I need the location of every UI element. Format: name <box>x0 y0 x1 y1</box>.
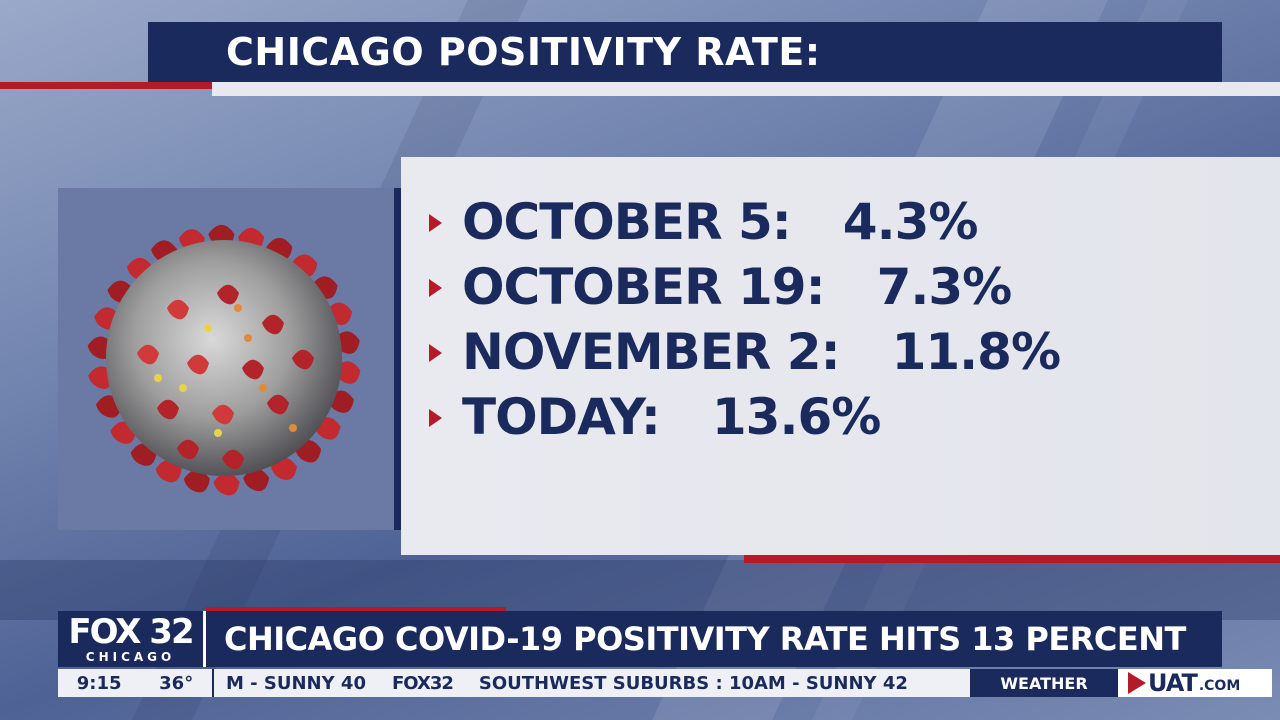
ticker-segment: M - SUNNY 40 <box>226 672 366 694</box>
page-title: CHICAGO POSITIVITY RATE: <box>226 30 821 74</box>
list-item: TODAY: 13.6% <box>429 384 1060 449</box>
list-item: NOVEMBER 2: 11.8% <box>429 319 1061 384</box>
ticker-time-temp: 9:15 36° <box>58 669 212 697</box>
headline-text: CHICAGO COVID-19 POSITIVITY RATE HITS 13… <box>224 620 1186 658</box>
positivity-panel: OCTOBER 5: 4.3% OCTOBER 19: 7.3% NOVEMBE… <box>401 157 1280 555</box>
virus-image-panel <box>58 188 400 530</box>
weather-label: WEATHER <box>970 669 1118 697</box>
bullet-triangle-icon <box>429 343 442 362</box>
rate-value: 4.3% <box>842 192 979 251</box>
logo-sub: CHICAGO <box>85 650 176 664</box>
headline-box: CHICAGO COVID-19 POSITIVITY RATE HITS 13… <box>206 611 1222 667</box>
panel-red-accent <box>744 555 1280 563</box>
ticker-fox-logo: FOX32 <box>391 672 454 694</box>
virus-spike <box>292 349 314 370</box>
virus-surface-dot <box>154 374 162 382</box>
list-item: OCTOBER 5: 4.3% <box>429 189 1060 254</box>
virus-spike <box>217 284 239 305</box>
virus-spike <box>167 299 189 320</box>
virus-spike <box>137 344 159 365</box>
sponsor-name: UAT <box>1148 669 1198 697</box>
virus-spike <box>212 404 234 425</box>
date-label: OCTOBER 19: <box>462 257 826 316</box>
virus-surface-dot <box>204 324 212 332</box>
sponsor-tld: .COM <box>1198 678 1241 694</box>
virus-spike <box>177 439 199 460</box>
virus-surface-dot <box>289 424 297 432</box>
fox32-logo: FOX 32 CHICAGO <box>58 611 206 667</box>
date-label: NOVEMBER 2: <box>462 322 841 381</box>
coronavirus-illustration <box>87 224 361 496</box>
date-label: TODAY: <box>462 387 661 446</box>
virus-spike <box>222 449 244 470</box>
virus-spike <box>243 468 270 492</box>
date-label: OCTOBER 5: <box>462 192 792 251</box>
virus-spike <box>155 459 182 483</box>
sponsor-logo: UAT .COM <box>1118 669 1272 697</box>
virus-spike <box>267 394 289 415</box>
lower-third: FOX 32 CHICAGO CHICAGO COVID-19 POSITIVI… <box>58 607 1222 667</box>
title-bar: CHICAGO POSITIVITY RATE: <box>148 22 1222 82</box>
virus-surface-dot <box>179 384 187 392</box>
rate-value: 11.8% <box>891 322 1061 381</box>
virus-spike <box>213 472 240 496</box>
rate-value: 7.3% <box>876 257 1013 316</box>
ticker-scroll: M - SUNNY 40 FOX32 SOUTHWEST SUBURBS : 1… <box>212 669 968 697</box>
bullet-triangle-icon <box>429 213 442 232</box>
title-white-accent <box>212 82 1280 96</box>
virus-surface-dot <box>214 429 222 437</box>
virus-spike <box>262 314 284 335</box>
list-item: OCTOBER 19: 7.3% <box>429 254 1060 319</box>
bullet-triangle-icon <box>429 408 442 427</box>
virus-surface-dot <box>244 334 252 342</box>
title-red-accent <box>0 82 212 89</box>
logo-main: FOX 32 <box>68 612 194 652</box>
ticker-time: 9:15 <box>76 672 122 694</box>
virus-spike <box>183 469 210 493</box>
ticker-temperature: 36° <box>159 672 194 694</box>
virus-spike <box>187 354 209 375</box>
virus-panel-edge <box>394 188 401 530</box>
news-ticker: 9:15 36° M - SUNNY 40 FOX32 SOUTHWEST SU… <box>58 669 1272 697</box>
ticker-segment: SOUTHWEST SUBURBS : 10AM - SUNNY 42 <box>478 672 908 694</box>
virus-surface-dot <box>234 304 242 312</box>
virus-spike <box>157 399 179 420</box>
positivity-list: OCTOBER 5: 4.3% OCTOBER 19: 7.3% NOVEMBE… <box>429 189 1061 449</box>
virus-spike <box>242 359 264 380</box>
sponsor-arrow-icon <box>1128 672 1146 694</box>
bullet-triangle-icon <box>429 278 442 297</box>
virus-surface-dot <box>259 384 267 392</box>
rate-value: 13.6% <box>711 387 881 446</box>
headline-red-accent <box>206 607 506 611</box>
